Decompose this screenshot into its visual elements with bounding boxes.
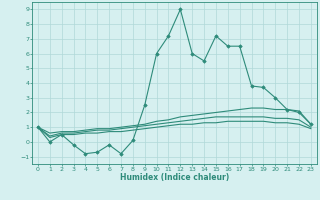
X-axis label: Humidex (Indice chaleur): Humidex (Indice chaleur) [120, 173, 229, 182]
